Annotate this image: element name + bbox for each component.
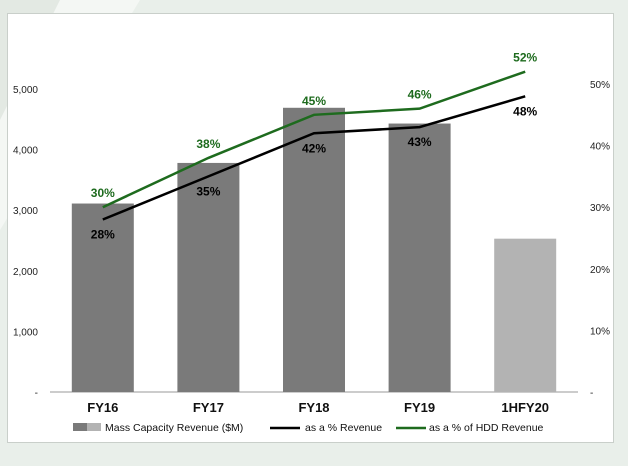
data-label: 42% [302,141,326,155]
bar-series [71,107,557,393]
legend-label: as a % Revenue [305,422,382,434]
bar [388,123,451,393]
x-tick-label: FY16 [87,400,118,415]
y-left-tick-label: 1,000 [13,327,38,338]
data-label: 52% [513,51,537,65]
data-label: 38% [196,137,220,151]
right-axis: - 10% 20% 30% 40% 50% [590,80,610,399]
legend-swatch-bar [73,423,87,431]
chart-panel: - 1,000 2,000 3,000 4,000 5,000 - 10% 20% 30% 40%… [7,13,614,443]
data-label: 35% [196,184,220,198]
data-label: 45% [302,94,326,108]
mass-capacity-chart: - 1,000 2,000 3,000 4,000 5,000 - 10% 20% 30% 40%… [13,51,610,434]
y-left-tick-label: 4,000 [13,146,38,157]
y-right-tick-label: 50% [590,80,610,91]
legend: Mass Capacity Revenue ($M) as a % Revenue… [73,422,544,434]
y-right-tick-label: 10% [590,326,610,337]
legend-label: Mass Capacity Revenue ($M) [105,422,243,434]
bar [494,238,557,392]
data-label: 48% [513,104,537,118]
legend-swatch-bar [87,423,101,431]
y-left-tick-label: - [35,388,38,399]
y-right-tick-label: - [590,388,593,399]
y-right-tick-label: 40% [590,142,610,153]
data-label: 28% [91,228,115,242]
bar [71,203,134,392]
data-label: 30% [91,186,115,200]
bar [283,107,345,392]
y-right-tick-label: 30% [590,203,610,214]
y-left-tick-label: 2,000 [13,267,38,278]
x-tick-label: FY19 [404,400,435,415]
data-label: 46% [408,88,432,102]
left-axis: - 1,000 2,000 3,000 4,000 5,000 [13,85,38,399]
series-line [102,95,526,221]
data-label: 43% [408,135,432,149]
bar [177,162,240,392]
line-series [102,70,526,221]
x-tick-label: FY17 [193,400,224,415]
y-right-tick-label: 20% [590,265,610,276]
data-labels: 30% 38% 45% 46% 52% 28% 35% 42% 43% 48% [91,51,538,242]
x-axis: FY16 FY17 FY18 FY19 1HFY20 [87,400,549,415]
legend-label: as a % of HDD Revenue [429,422,544,434]
y-left-tick-label: 5,000 [13,85,38,96]
x-tick-label: FY18 [298,400,329,415]
y-left-tick-label: 3,000 [13,206,38,217]
series-line [102,70,526,209]
x-tick-label: 1HFY20 [501,400,549,415]
